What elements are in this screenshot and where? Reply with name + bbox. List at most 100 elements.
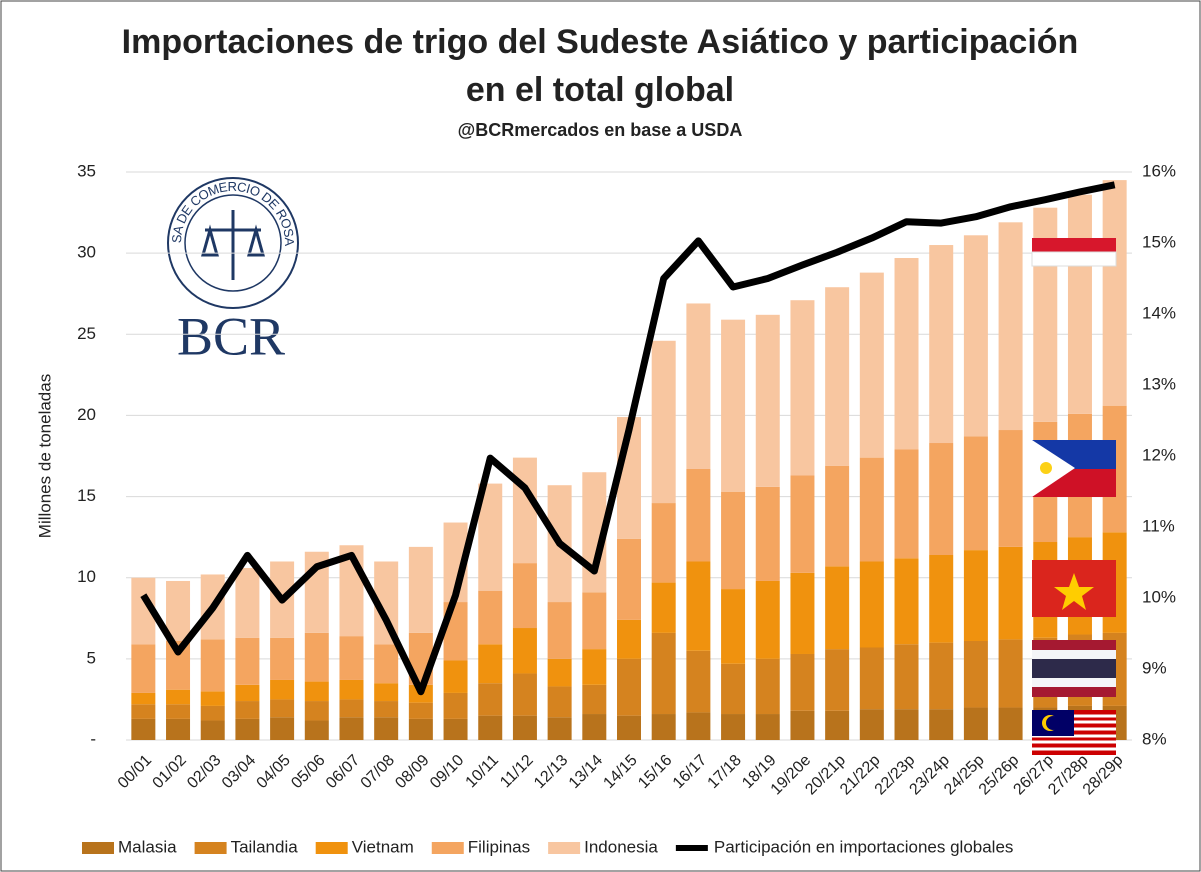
bar-segment	[929, 245, 954, 444]
bar-segment	[582, 649, 607, 685]
bar-segment	[963, 707, 988, 740]
y2-tick-label: 13%	[1142, 374, 1176, 393]
bar-segment	[547, 686, 572, 718]
bar-segment	[304, 632, 329, 682]
chart-title: Importaciones de trigo del Sudeste Asiát…	[122, 23, 1079, 109]
bar-segment	[374, 717, 399, 740]
logo-emblem	[201, 210, 265, 280]
legend-label: Malasia	[118, 837, 177, 856]
bar-segment	[200, 705, 225, 721]
bar-segment	[408, 718, 433, 740]
bar-segment	[512, 673, 537, 716]
bar-segment	[859, 647, 884, 710]
bar-segment	[235, 637, 260, 685]
bar-segment	[790, 572, 815, 654]
bar-segment	[443, 660, 468, 693]
legend-swatch	[548, 842, 581, 854]
bar-segment	[131, 692, 156, 705]
bar-segment	[374, 644, 399, 684]
flags	[1031, 238, 1117, 755]
bar-segment	[755, 314, 780, 487]
y2-tick-label: 11%	[1142, 516, 1175, 535]
bar-segment	[894, 258, 919, 450]
bar-segment	[235, 684, 260, 702]
bar-segment	[755, 580, 780, 659]
bar-segment	[1067, 194, 1092, 414]
y2-tick-label: 14%	[1142, 303, 1176, 322]
bar-segment	[686, 561, 711, 651]
bar-segment	[339, 717, 364, 740]
legend-label: Tailandia	[231, 837, 299, 856]
bar-segment	[1102, 180, 1127, 406]
bar-segment	[512, 563, 537, 629]
flag-indonesia	[1032, 238, 1116, 252]
bar-segment	[755, 714, 780, 740]
bar-segment	[929, 443, 954, 555]
y2-tick-label: 9%	[1142, 658, 1167, 677]
y2-tick-label: 15%	[1142, 232, 1176, 251]
bar-segment	[929, 642, 954, 710]
y-tick-label: 15	[77, 486, 96, 505]
bar-segment	[721, 491, 746, 590]
bar-segment	[443, 718, 468, 740]
bar-segment	[825, 566, 850, 650]
bar-segment	[651, 582, 676, 633]
bar-segment	[304, 701, 329, 721]
bar-segment	[894, 558, 919, 645]
bar-segment	[859, 561, 884, 648]
bar-segment	[235, 718, 260, 740]
bar-segment	[929, 554, 954, 643]
y-tick-label: 25	[77, 324, 96, 343]
bar-segment	[998, 222, 1023, 431]
bar-segment	[755, 658, 780, 715]
bar-segment	[478, 715, 503, 740]
bar-segment	[166, 580, 191, 642]
bar-segment	[512, 715, 537, 740]
bar-segment	[686, 303, 711, 469]
legend-label: Filipinas	[468, 837, 530, 856]
bar-segment	[651, 632, 676, 715]
bar-segment	[963, 550, 988, 642]
bar-segment	[547, 602, 572, 659]
bar-segment	[270, 637, 295, 680]
bar-segment	[339, 679, 364, 700]
bar-segment	[998, 639, 1023, 708]
share-line	[140, 181, 1116, 696]
bar-segment	[166, 689, 191, 705]
bar-segment	[998, 430, 1023, 547]
bar-segment	[270, 699, 295, 718]
legend-label: Indonesia	[584, 837, 658, 856]
bar-segment	[270, 679, 295, 700]
bar-segment	[790, 300, 815, 476]
bar-segment	[651, 503, 676, 583]
bar-segment	[443, 692, 468, 719]
legend-swatch	[315, 842, 348, 854]
bar-segment	[651, 714, 676, 740]
bar-segment	[617, 538, 641, 620]
logo-ring	[167, 177, 299, 309]
y-tick-label: 35	[77, 161, 96, 180]
bar-segment	[998, 546, 1023, 640]
bar-segment	[478, 590, 503, 645]
bar-segment	[131, 644, 156, 693]
bar-segment	[408, 702, 433, 719]
bar-segment	[478, 644, 503, 684]
flag-malaysia-moon-cut	[1046, 716, 1060, 730]
bar-segment	[825, 465, 850, 567]
bar-segment	[963, 235, 988, 437]
bar-segment	[512, 457, 537, 564]
bar-segment	[235, 567, 260, 638]
bar-segment	[686, 650, 711, 713]
bar-segment	[547, 717, 572, 740]
bar-segment	[825, 710, 850, 740]
logo-ring-inner	[184, 194, 282, 292]
bar-segment	[894, 449, 919, 559]
bar-segment	[859, 457, 884, 562]
bar-segment	[790, 475, 815, 573]
bar-segment	[617, 619, 641, 659]
bar-segment	[651, 340, 676, 504]
bar-segment	[998, 707, 1023, 740]
legend-label: Participación en importaciones globales	[714, 837, 1014, 856]
flag-philippines-sun	[1040, 462, 1052, 474]
